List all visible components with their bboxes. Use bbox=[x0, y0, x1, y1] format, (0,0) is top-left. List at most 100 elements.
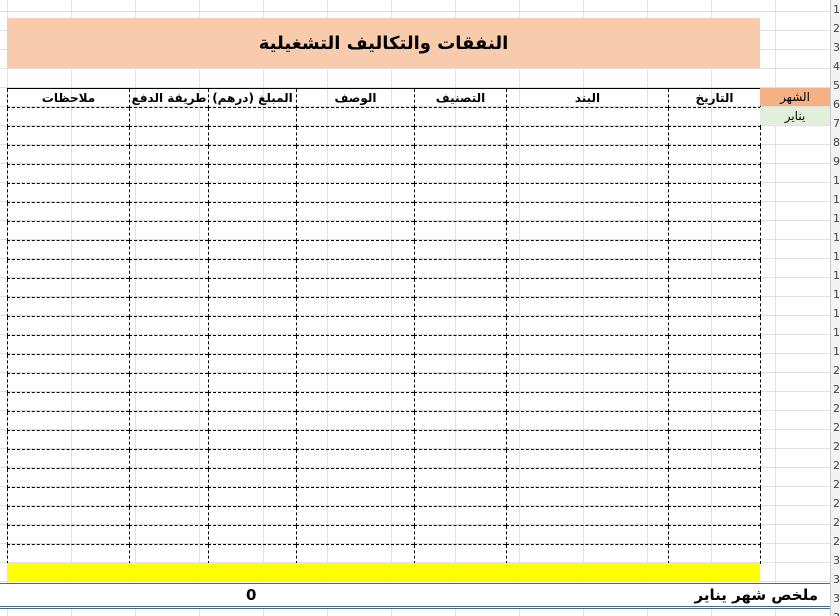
row-number[interactable]: 16 bbox=[833, 288, 840, 301]
table-cell[interactable] bbox=[296, 487, 415, 507]
table-cell[interactable] bbox=[7, 373, 130, 393]
row-number[interactable]: 32 bbox=[833, 592, 840, 605]
table-cell[interactable] bbox=[506, 392, 669, 412]
table-cell[interactable] bbox=[129, 202, 209, 222]
table-cell[interactable] bbox=[668, 259, 761, 279]
row-number[interactable]: 2 bbox=[833, 22, 840, 35]
table-cell[interactable] bbox=[296, 544, 415, 564]
table-cell[interactable] bbox=[668, 487, 761, 507]
table-cell[interactable] bbox=[129, 126, 209, 146]
table-cell[interactable] bbox=[7, 506, 130, 526]
row-number[interactable]: 21 bbox=[833, 383, 840, 396]
table-cell[interactable] bbox=[414, 202, 507, 222]
table-cell[interactable] bbox=[414, 278, 507, 298]
table-cell[interactable] bbox=[414, 221, 507, 241]
table-cell[interactable] bbox=[296, 164, 415, 184]
table-cell[interactable] bbox=[668, 449, 761, 469]
table-cell[interactable] bbox=[296, 145, 415, 165]
table-cell[interactable] bbox=[668, 278, 761, 298]
table-cell[interactable] bbox=[296, 126, 415, 146]
table-cell[interactable] bbox=[129, 506, 209, 526]
table-cell[interactable] bbox=[296, 316, 415, 336]
table-cell[interactable] bbox=[668, 354, 761, 374]
table-cell[interactable] bbox=[506, 183, 669, 203]
row-number[interactable]: 26 bbox=[833, 478, 840, 491]
table-cell[interactable] bbox=[208, 354, 297, 374]
table-cell[interactable] bbox=[129, 145, 209, 165]
column-header[interactable]: التصنيف bbox=[414, 88, 507, 108]
table-cell[interactable] bbox=[129, 411, 209, 431]
table-cell[interactable] bbox=[668, 411, 761, 431]
table-cell[interactable] bbox=[208, 430, 297, 450]
row-number[interactable]: 30 bbox=[833, 554, 840, 567]
table-cell[interactable] bbox=[7, 525, 130, 545]
table-cell[interactable] bbox=[668, 468, 761, 488]
table-cell[interactable] bbox=[296, 278, 415, 298]
table-cell[interactable] bbox=[668, 335, 761, 355]
table-cell[interactable] bbox=[414, 107, 507, 127]
table-cell[interactable] bbox=[7, 183, 130, 203]
table-cell[interactable] bbox=[506, 430, 669, 450]
table-cell[interactable] bbox=[296, 259, 415, 279]
table-cell[interactable] bbox=[129, 164, 209, 184]
table-cell[interactable] bbox=[7, 240, 130, 260]
table-cell[interactable] bbox=[668, 392, 761, 412]
table-cell[interactable] bbox=[414, 506, 507, 526]
table-cell[interactable] bbox=[296, 449, 415, 469]
table-cell[interactable] bbox=[668, 525, 761, 545]
table-cell[interactable] bbox=[506, 126, 669, 146]
table-cell[interactable] bbox=[7, 297, 130, 317]
table-cell[interactable] bbox=[506, 259, 669, 279]
table-cell[interactable] bbox=[506, 107, 669, 127]
table-cell[interactable] bbox=[296, 354, 415, 374]
table-cell[interactable] bbox=[668, 107, 761, 127]
table-cell[interactable] bbox=[506, 221, 669, 241]
table-cell[interactable] bbox=[7, 126, 130, 146]
table-cell[interactable] bbox=[506, 278, 669, 298]
row-number[interactable]: 3 bbox=[833, 41, 840, 54]
table-cell[interactable] bbox=[208, 335, 297, 355]
table-cell[interactable] bbox=[414, 525, 507, 545]
table-cell[interactable] bbox=[208, 107, 297, 127]
column-header[interactable]: طريقة الدفع bbox=[129, 88, 209, 108]
summary-total[interactable]: 0 bbox=[246, 586, 257, 604]
row-number[interactable]: 8 bbox=[833, 136, 840, 149]
table-cell[interactable] bbox=[414, 544, 507, 564]
table-cell[interactable] bbox=[296, 525, 415, 545]
table-cell[interactable] bbox=[129, 373, 209, 393]
row-number[interactable]: 15 bbox=[833, 269, 840, 282]
column-header[interactable]: التاريخ bbox=[668, 88, 761, 108]
table-cell[interactable] bbox=[414, 126, 507, 146]
table-cell[interactable] bbox=[414, 145, 507, 165]
row-number[interactable]: 31 bbox=[833, 573, 840, 586]
table-cell[interactable] bbox=[129, 468, 209, 488]
table-cell[interactable] bbox=[7, 544, 130, 564]
table-cell[interactable] bbox=[296, 373, 415, 393]
table-cell[interactable] bbox=[506, 145, 669, 165]
table-cell[interactable] bbox=[129, 430, 209, 450]
table-cell[interactable] bbox=[506, 449, 669, 469]
table-cell[interactable] bbox=[7, 107, 130, 127]
table-cell[interactable] bbox=[506, 335, 669, 355]
table-cell[interactable] bbox=[668, 164, 761, 184]
table-cell[interactable] bbox=[506, 373, 669, 393]
row-number[interactable]: 27 bbox=[833, 497, 840, 510]
column-header[interactable]: البند bbox=[506, 88, 669, 108]
table-cell[interactable] bbox=[7, 202, 130, 222]
table-cell[interactable] bbox=[208, 544, 297, 564]
table-cell[interactable] bbox=[668, 544, 761, 564]
row-number[interactable]: 11 bbox=[833, 193, 840, 206]
table-cell[interactable] bbox=[7, 164, 130, 184]
row-number[interactable]: 28 bbox=[833, 516, 840, 529]
table-cell[interactable] bbox=[296, 202, 415, 222]
row-number[interactable]: 9 bbox=[833, 155, 840, 168]
table-cell[interactable] bbox=[208, 316, 297, 336]
table-cell[interactable] bbox=[668, 183, 761, 203]
table-cell[interactable] bbox=[296, 392, 415, 412]
total-bar[interactable] bbox=[7, 563, 760, 581]
table-cell[interactable] bbox=[208, 183, 297, 203]
table-cell[interactable] bbox=[7, 487, 130, 507]
table-cell[interactable] bbox=[208, 449, 297, 469]
table-cell[interactable] bbox=[129, 183, 209, 203]
row-number[interactable]: 6 bbox=[833, 98, 840, 111]
